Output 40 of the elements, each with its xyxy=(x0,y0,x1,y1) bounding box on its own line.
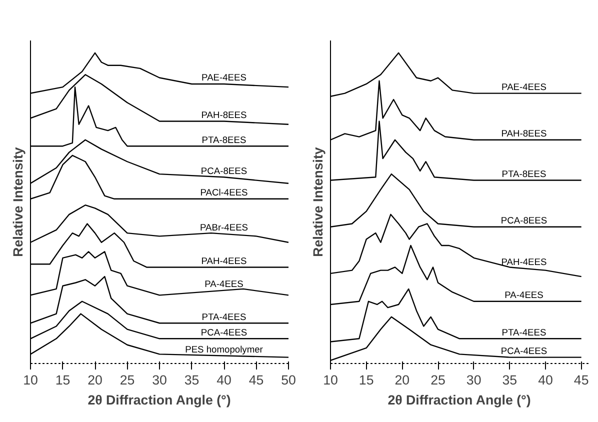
x-tick-label: 50 xyxy=(281,372,296,388)
x-tick-label: 20 xyxy=(88,372,102,388)
series-label: PCA-4EES xyxy=(500,346,548,356)
series-label: PA-4EES xyxy=(204,279,244,290)
x-tick-label: 15 xyxy=(55,372,70,388)
x-tick-label: 20 xyxy=(394,372,410,388)
x-tick-label: 30 xyxy=(152,372,167,388)
x-tick-label: 35 xyxy=(184,372,200,388)
x-tick-label: 25 xyxy=(430,372,446,388)
series-label: PABr-4EES xyxy=(200,222,248,233)
x-tick-label: 40 xyxy=(538,372,553,388)
series-label: PAE-4EES xyxy=(502,82,546,92)
series-label: PACl-4EES xyxy=(200,188,248,198)
series-label: PTA-4EES xyxy=(202,312,246,322)
series-label: PAE-4EES xyxy=(202,72,246,83)
series-label: PCA-8EES xyxy=(500,216,548,226)
x-tick-label: 25 xyxy=(120,372,135,388)
x-tick-label: 40 xyxy=(216,372,232,388)
y-axis-title: Relative Intensity xyxy=(310,146,326,257)
x-tick-label: 15 xyxy=(358,372,374,388)
x-tick-label: 45 xyxy=(574,372,589,388)
x-tick-label: 35 xyxy=(502,372,518,388)
series-label: PAH-4EES xyxy=(501,257,547,268)
x-tick-label: 45 xyxy=(248,372,264,388)
series-label: PCA-4EES xyxy=(200,327,248,338)
x-tick-label: 10 xyxy=(23,372,38,388)
y-axis-title: Relative Intensity xyxy=(10,146,26,257)
series-label: PAH-8EES xyxy=(201,110,247,120)
series-label: PTA-8EES xyxy=(502,169,546,180)
series-label: PAH-4EES xyxy=(201,256,247,266)
x-tick-label: 10 xyxy=(323,372,338,388)
series-label: PAH-8EES xyxy=(501,128,547,139)
series-label: PCA-8EES xyxy=(200,166,248,176)
series-label: PTA-8EES xyxy=(202,134,246,145)
x-tick-label: 30 xyxy=(466,372,482,388)
x-axis-title: 2θ Diffraction Angle (°) xyxy=(88,392,231,408)
series-label: PES homopolymer xyxy=(185,344,263,354)
x-axis-title: 2θ Diffraction Angle (°) xyxy=(388,392,531,408)
series-label: PA-4EES xyxy=(504,290,544,300)
series-label: PTA-4EES xyxy=(502,327,546,338)
